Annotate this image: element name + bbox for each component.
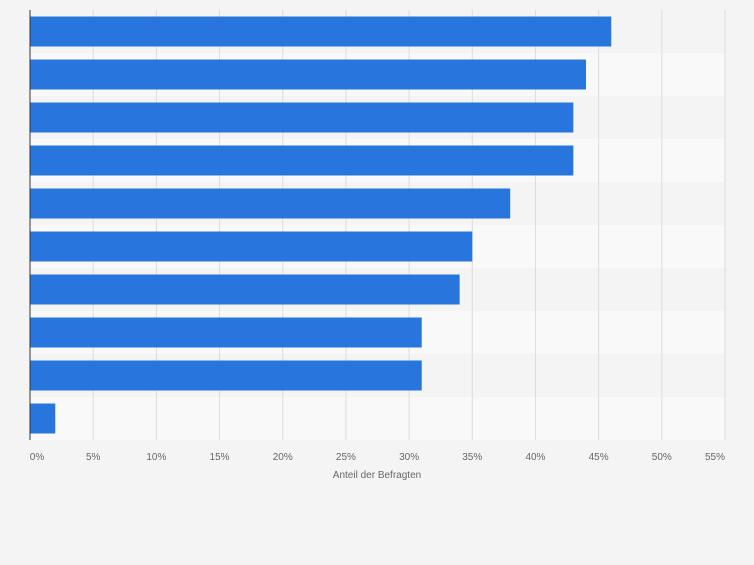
bar (30, 274, 460, 305)
x-tick-label: 5% (86, 452, 101, 463)
x-tick-label: 55% (705, 452, 725, 463)
bar (30, 403, 56, 434)
x-tick-label: 25% (336, 452, 356, 463)
x-axis-label: Anteil der Befragten (333, 470, 421, 481)
x-tick-label: 50% (652, 452, 672, 463)
x-tick-label: 45% (589, 452, 609, 463)
x-tick-label: 35% (462, 452, 482, 463)
bars (30, 16, 612, 434)
x-tick-label: 15% (210, 452, 230, 463)
x-tick-labels: 0% 5% 10% 15% 20% 25% 30% 35% 40% 45% 50% 55% (30, 452, 725, 463)
x-tick-label: 20% (273, 452, 293, 463)
bar (30, 145, 574, 176)
bar (30, 231, 473, 262)
x-tick-label: 40% (525, 452, 545, 463)
bar (30, 59, 586, 90)
bar (30, 360, 422, 391)
row-band (30, 397, 725, 440)
bar (30, 16, 612, 47)
x-tick-label: 30% (399, 452, 419, 463)
bar (30, 317, 422, 348)
x-tick-label: 10% (146, 452, 166, 463)
x-tick-label: 0% (30, 452, 45, 463)
bar (30, 188, 511, 219)
bar (30, 102, 574, 133)
